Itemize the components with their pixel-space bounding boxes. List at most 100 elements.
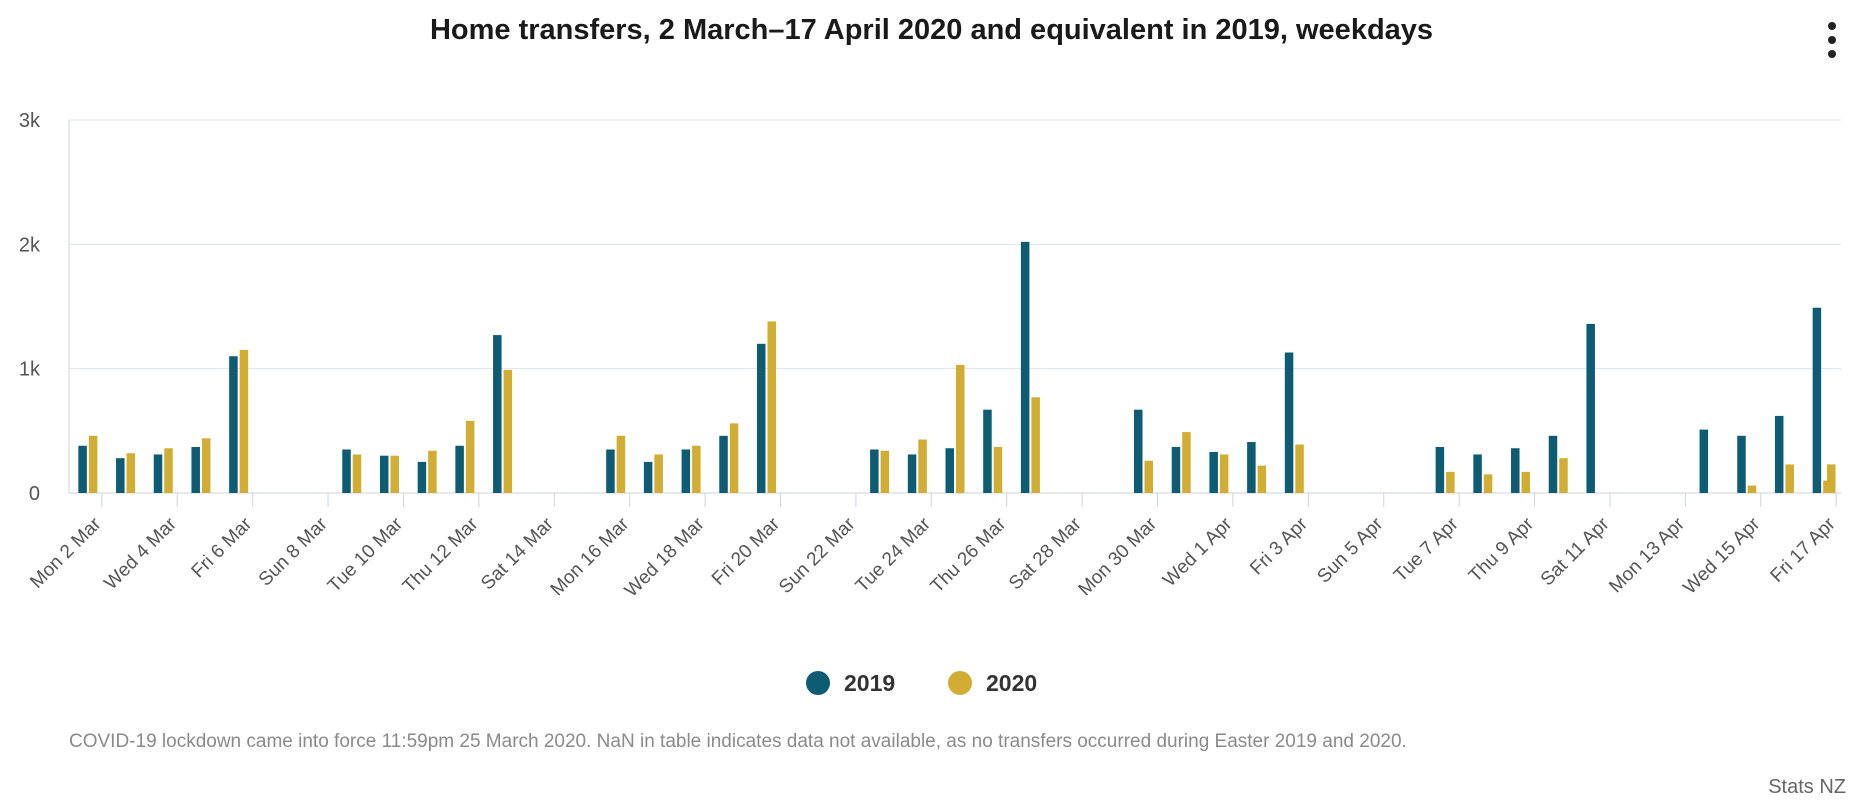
bar-2020-fri-6-mar — [239, 350, 249, 493]
bar-2020-wed-15-apr — [1747, 485, 1757, 493]
bar-2019-fri-17-apr — [1812, 307, 1822, 493]
bar-2020-tue-24-mar — [918, 439, 927, 493]
legend-item-2019[interactable]: 2019 — [806, 668, 895, 698]
x-tick-label: Wed 4 Mar — [100, 513, 181, 594]
bar-2020-fri-3-apr — [1295, 444, 1304, 493]
bar-2019-wed-11-mar — [417, 461, 427, 493]
bar-2019-mon-9-mar — [342, 449, 351, 493]
x-tick-label: Mon 2 Mar — [26, 513, 106, 593]
x-tick-label: Wed 15 Apr — [1679, 513, 1764, 598]
bar-2020-fri-13-mar — [503, 369, 513, 493]
bar-2020-fri-27-mar — [1031, 397, 1040, 493]
legend-item-2020[interactable]: 2020 — [948, 668, 1037, 698]
x-tick-label: Mon 13 Apr — [1605, 513, 1689, 597]
bar-2020-wed-4-mar — [164, 448, 173, 493]
x-tick-label: Thu 26 Mar — [927, 513, 1011, 597]
chart-title: Home transfers, 2 March–17 April 2020 an… — [429, 14, 1434, 46]
bar-2019-wed-1-apr — [1209, 451, 1218, 493]
y-tick-label: 2k — [19, 234, 41, 256]
x-tick-label: Tue 24 Mar — [852, 513, 936, 597]
bar-2020-thu-2-apr — [1257, 465, 1267, 493]
y-tick-label: 3k — [19, 110, 41, 132]
bar-2020-mon-30-mar — [1144, 460, 1154, 493]
bar-2019-fri-3-apr — [1284, 352, 1294, 493]
bar-2019-mon-2-mar — [78, 445, 87, 493]
x-tick-label: Thu 12 Mar — [399, 513, 483, 597]
bar-2020-mon-16-mar — [616, 435, 626, 493]
bar-2020-wed-18-mar — [692, 445, 701, 493]
chart-footnote: COVID-19 lockdown came into force 11:59p… — [69, 731, 1407, 752]
chart-menu-button[interactable] — [1818, 22, 1846, 62]
bar-2020-tue-31-mar — [1182, 432, 1191, 493]
legend-swatch-2019 — [806, 671, 830, 695]
bar-2019-tue-24-mar — [907, 454, 917, 493]
x-tick-label: Fri 17 Apr — [1767, 513, 1841, 587]
bar-2020-thu-26-mar — [993, 446, 1003, 493]
bar-2020-mon-9-mar — [352, 454, 362, 493]
bar-2019-wed-4-mar — [153, 454, 163, 493]
x-tick-label: Sun 22 Mar — [775, 513, 860, 598]
bar-2020-wed-25-mar — [956, 364, 965, 493]
x-tick-label: Fri 6 Mar — [188, 513, 257, 582]
y-tick-label: 1k — [19, 359, 41, 381]
bar-2019-sat-11-apr — [1586, 323, 1595, 493]
bar-2019-mon-16-mar — [606, 449, 615, 493]
x-tick-label: Sun 8 Mar — [255, 513, 332, 590]
x-tick-label: Sat 11 Apr — [1537, 513, 1614, 590]
bar-2019-thu-2-apr — [1247, 442, 1256, 493]
bar-2020-thu-9-apr — [1521, 471, 1531, 493]
bar-2019-wed-8-apr — [1473, 454, 1482, 493]
bar-2020-mon-23-mar — [880, 450, 890, 493]
x-tick-label: Thu 9 Apr — [1465, 513, 1539, 587]
legend-swatch-2020 — [948, 671, 972, 695]
bar-2019-thu-16-apr — [1774, 415, 1784, 493]
bar-2019-wed-18-mar — [681, 449, 691, 493]
bar-2019-tue-3-mar — [116, 458, 125, 493]
x-tick-label: Sat 14 Mar — [477, 513, 558, 594]
bar-2019-tue-14-apr — [1699, 429, 1709, 493]
bar-2019-thu-5-mar — [191, 446, 200, 493]
x-tick-label: Tue 10 Mar — [324, 513, 408, 597]
bar-2020-thu-19-mar — [729, 423, 739, 493]
bar-2020-thu-5-mar — [201, 438, 211, 493]
bar-2020-tue-10-mar — [390, 455, 399, 493]
bar-2019-fri-27-mar — [1020, 241, 1030, 493]
x-tick-label: Sun 5 Apr — [1313, 513, 1387, 587]
bar-2019-thu-9-apr — [1511, 448, 1520, 493]
bar-2019-thu-19-mar — [719, 435, 728, 493]
x-tick-label: Wed 1 Apr — [1159, 513, 1237, 591]
bar-2019-thu-12-mar — [455, 445, 464, 493]
legend-label-2019: 2019 — [844, 669, 896, 696]
bar-2019-wed-25-mar — [945, 448, 954, 493]
bar-2020-wed-11-mar — [428, 450, 437, 493]
legend-label-2020: 2020 — [986, 669, 1038, 696]
bar-2019-fri-10-apr — [1548, 435, 1558, 493]
bar-2019-mon-23-mar — [870, 449, 879, 493]
bar-2020-fri-20-mar — [767, 321, 776, 493]
bar-2019-fri-13-mar — [493, 335, 502, 493]
chart-credits[interactable]: Stats NZ — [1768, 776, 1846, 798]
bar-2019-thu-26-mar — [983, 409, 992, 493]
bar-2019-mon-30-mar — [1134, 409, 1143, 493]
x-tick-label: Fri 3 Apr — [1246, 513, 1312, 579]
bar-2020-trailing — [1827, 464, 1836, 493]
bar-2019-tue-17-mar — [643, 461, 653, 493]
x-tick-label: Mon 30 Mar — [1075, 513, 1162, 600]
bar-2019-tue-31-mar — [1171, 446, 1181, 493]
x-tick-label: Wed 18 Mar — [621, 513, 709, 601]
bar-2020-fri-10-apr — [1559, 458, 1568, 493]
bar-2020-mon-2-mar — [88, 435, 98, 493]
bar-2020-tue-3-mar — [126, 453, 136, 493]
x-tick-label: Tue 7 Apr — [1390, 513, 1463, 586]
bar-2020-wed-1-apr — [1219, 454, 1229, 493]
bar-2019-fri-20-mar — [756, 343, 766, 493]
bar-2020-tue-7-apr — [1446, 471, 1455, 493]
bar-2020-thu-16-apr — [1785, 464, 1794, 493]
bar-2020-wed-8-apr — [1483, 474, 1493, 493]
bar-2019-wed-15-apr — [1737, 435, 1746, 493]
bar-2019-tue-10-mar — [379, 455, 389, 493]
x-tick-label: Fri 20 Mar — [708, 513, 785, 590]
x-tick-label: Sat 28 Mar — [1005, 513, 1086, 594]
bar-2019-tue-7-apr — [1435, 446, 1445, 493]
